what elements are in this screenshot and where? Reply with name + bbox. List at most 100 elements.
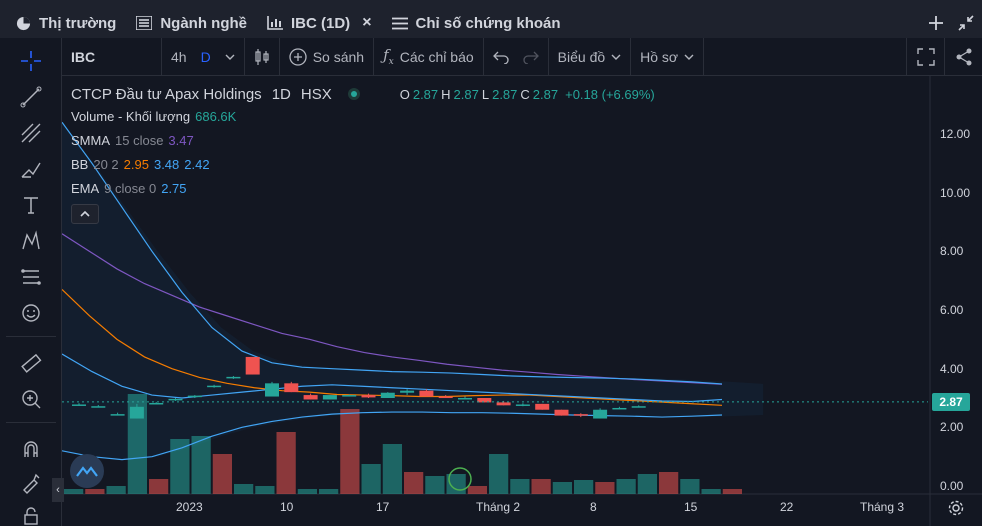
lock-icon[interactable] xyxy=(14,500,48,526)
candle-body xyxy=(168,398,183,401)
volume-bar xyxy=(382,444,402,494)
text-icon[interactable] xyxy=(14,190,48,220)
time-tick-label: 2023 xyxy=(176,500,203,514)
indicators-button[interactable]: ƒx Các chỉ báo xyxy=(374,37,484,76)
tab-industry[interactable]: Ngành nghề xyxy=(126,0,257,46)
legend-collapse-button[interactable] xyxy=(71,204,99,224)
volume-bar xyxy=(297,489,317,494)
price-chart[interactable] xyxy=(62,76,982,526)
legend-ema[interactable]: EMA 9 close 0 2.75 xyxy=(71,180,187,196)
volume-bar xyxy=(425,476,445,494)
plus-icon[interactable] xyxy=(928,15,944,31)
candle-body xyxy=(322,395,337,400)
volume-bar xyxy=(552,482,572,494)
zoom-in-icon[interactable] xyxy=(14,384,48,414)
price-tick-label: 10.00 xyxy=(940,185,971,200)
legend-bb[interactable]: BB 20 2 2.95 3.48 2.42 xyxy=(71,156,210,172)
volume-bar xyxy=(531,479,551,494)
settings-icon[interactable] xyxy=(948,500,964,516)
magnet-icon[interactable] xyxy=(14,434,48,464)
legend-exchange: HSX xyxy=(300,85,332,103)
collapse-icon[interactable] xyxy=(958,15,974,31)
volume-bar xyxy=(149,479,169,494)
time-tick-label: Tháng 3 xyxy=(860,500,905,514)
chevron-up-icon xyxy=(80,211,90,217)
volume-bar xyxy=(85,489,105,494)
volume-bar xyxy=(212,454,232,494)
chevron-down-icon[interactable] xyxy=(225,54,235,60)
trend-line-icon[interactable] xyxy=(14,82,48,112)
pie-chart-icon xyxy=(16,16,31,30)
volume-bar xyxy=(64,489,84,494)
chart-type-menu[interactable]: Biểu đồ xyxy=(549,37,632,76)
ruler-icon[interactable] xyxy=(14,348,48,378)
volume-bar xyxy=(255,486,275,494)
pitchfork-icon[interactable] xyxy=(14,118,48,148)
fullscreen-button[interactable] xyxy=(906,38,944,76)
candle-body xyxy=(226,376,241,379)
candle-body xyxy=(515,404,530,406)
chevron-down-icon xyxy=(684,54,694,60)
pattern-icon[interactable] xyxy=(14,226,48,256)
undo-icon[interactable] xyxy=(492,50,509,64)
candle-body xyxy=(129,406,144,419)
interval-d[interactable]: D xyxy=(200,48,211,65)
price-tick-label: 2.00 xyxy=(940,420,964,435)
interval-selector[interactable]: 4h D xyxy=(162,37,245,76)
redo-icon[interactable] xyxy=(523,50,539,64)
candle-body xyxy=(361,395,376,398)
market-status-icon xyxy=(347,88,360,100)
tab-label: Chỉ số chứng khoán xyxy=(415,14,561,32)
chart-icon xyxy=(267,16,284,30)
price-tick-label: 0.00 xyxy=(940,479,964,493)
candle-body xyxy=(265,383,279,397)
compare-button[interactable]: So sánh xyxy=(280,37,375,76)
menu-icon xyxy=(391,17,408,29)
price-tick-label: 12.00 xyxy=(940,127,971,141)
share-button[interactable] xyxy=(944,38,982,76)
volume-bar xyxy=(106,486,126,494)
event-marker xyxy=(448,467,472,491)
candle-body xyxy=(400,390,415,393)
fib-icon[interactable] xyxy=(14,262,48,292)
candle-body xyxy=(380,392,395,398)
ohlc-values: O 2.87 H 2.87 L 2.87 C 2.87 +0.18 (+6.69%) xyxy=(399,86,655,102)
lock-drawing-icon[interactable] xyxy=(14,468,48,498)
legend-volume[interactable]: Volume - Khối lượng 686.6K xyxy=(71,108,237,124)
compare-label: So sánh xyxy=(312,48,365,65)
time-tick-label: 22 xyxy=(780,500,794,514)
tab-index[interactable]: Chỉ số chứng khoán xyxy=(382,0,571,46)
close-icon[interactable]: × xyxy=(362,14,372,31)
legend-smma[interactable]: SMMA 15 close 3.47 xyxy=(71,132,194,148)
last-price-label: 2.87 xyxy=(932,392,970,411)
scroll-left-icon[interactable]: ‹ xyxy=(52,478,64,502)
candle-body xyxy=(554,409,569,416)
candle-body xyxy=(477,398,492,403)
legend-interval: 1D xyxy=(271,85,291,103)
chart-area[interactable]: CTCP Đầu tư Apax Holdings 1D HSX O 2.87 H… xyxy=(62,76,982,526)
symbol-label: IBC xyxy=(71,48,96,65)
symbol-search[interactable]: IBC xyxy=(62,37,162,76)
tab-market[interactable]: Thị trường xyxy=(6,0,126,46)
candle-body xyxy=(438,396,453,399)
price-tick-label: 8.00 xyxy=(940,244,964,259)
toolbar-divider xyxy=(6,422,56,423)
volume-bar xyxy=(595,482,615,494)
candle-body xyxy=(187,395,202,398)
interval-4h[interactable]: 4h xyxy=(171,48,187,65)
candle-body xyxy=(149,402,164,405)
crosshair-icon[interactable] xyxy=(14,46,48,76)
profile-label: Hồ sơ xyxy=(640,48,679,65)
bb-basis-line xyxy=(62,353,723,403)
broker-logo[interactable] xyxy=(70,454,104,488)
emoji-icon[interactable] xyxy=(14,298,48,328)
brush-icon[interactable] xyxy=(14,154,48,184)
indicators-label: Các chỉ báo xyxy=(399,48,474,65)
profile-menu[interactable]: Hồ sơ xyxy=(631,37,705,76)
volume-bar xyxy=(701,489,721,494)
volume-bar xyxy=(659,472,679,494)
candle-type-button[interactable] xyxy=(245,37,280,76)
chart-legend: CTCP Đầu tư Apax Holdings 1D HSX O 2.87 H… xyxy=(71,84,655,224)
logo-icon xyxy=(76,466,98,477)
volume-bar xyxy=(319,489,339,494)
